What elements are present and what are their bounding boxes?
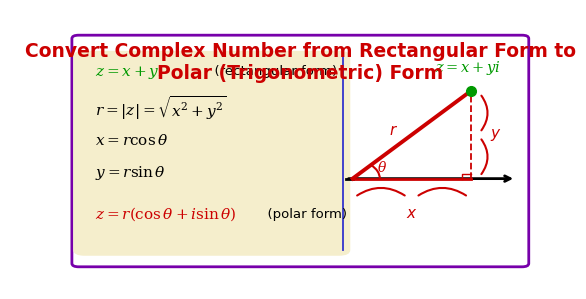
Text: $x = r\cos\theta$: $x = r\cos\theta$ xyxy=(95,133,168,148)
Text: $z = x + yi$: $z = x + yi$ xyxy=(95,62,163,80)
Text: $r = |z| = \sqrt{x^2 + y^2}$: $r = |z| = \sqrt{x^2 + y^2}$ xyxy=(95,94,227,122)
Text: $z = x + yi$: $z = x + yi$ xyxy=(435,59,501,77)
FancyBboxPatch shape xyxy=(73,51,350,256)
Text: $y$: $y$ xyxy=(490,127,501,143)
Text: $y = r\sin\theta$: $y = r\sin\theta$ xyxy=(95,164,166,182)
FancyBboxPatch shape xyxy=(72,35,529,267)
Text: (rectangular form): (rectangular form) xyxy=(206,65,338,78)
Text: $z = r(\cos\theta + i\sin\theta)$: $z = r(\cos\theta + i\sin\theta)$ xyxy=(95,205,237,223)
Text: $\theta$: $\theta$ xyxy=(377,160,387,175)
Text: (polar form): (polar form) xyxy=(258,208,346,221)
Text: Convert Complex Number from Rectangular Form to
Polar (Trigonometric) Form: Convert Complex Number from Rectangular … xyxy=(25,42,576,83)
Text: $r$: $r$ xyxy=(389,123,398,138)
Text: $x$: $x$ xyxy=(406,206,417,221)
